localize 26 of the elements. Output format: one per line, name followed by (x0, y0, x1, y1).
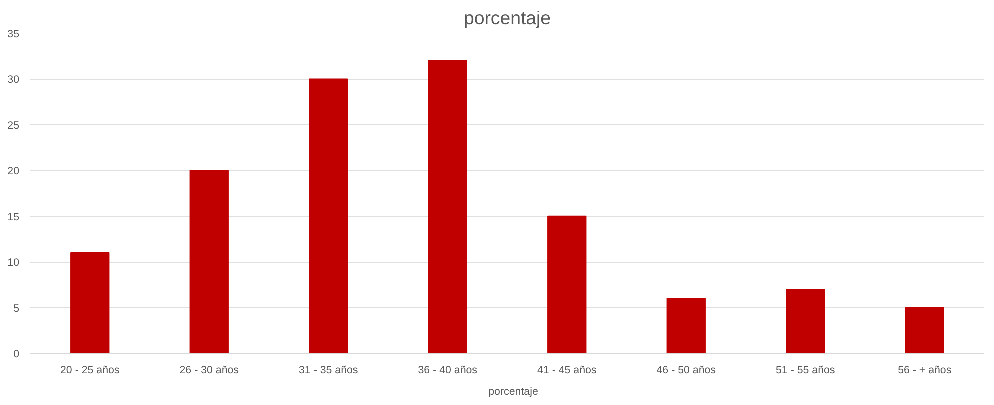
bar (548, 216, 587, 354)
bar (428, 60, 468, 354)
chart-title: porcentaje (464, 8, 552, 28)
y-tick-label: 10 (8, 257, 20, 270)
x-tick-label: 41 - 45 años (538, 364, 597, 376)
x-tick-label: 31 - 35 años (299, 364, 358, 376)
bar (70, 252, 110, 354)
text: porcentaje (488, 386, 538, 398)
bar (190, 170, 229, 354)
y-tick-label: 15 (8, 211, 20, 224)
bar (666, 298, 706, 354)
x-tick-label: 26 - 30 años (180, 364, 240, 376)
y-tick-label: 5 (14, 302, 20, 315)
bar (905, 307, 944, 354)
x-tick-label: 46 - 50 años (656, 364, 716, 376)
bar (309, 78, 348, 354)
x-tick-label: 36 - 40 años (418, 364, 478, 376)
y-tick-label: 25 (8, 120, 20, 132)
y-tick-label: 30 (8, 74, 20, 86)
x-tick-label: 51 - 55 años (776, 364, 836, 376)
y-tick-label: 0 (14, 348, 20, 360)
bar (786, 289, 826, 354)
y-tick-label: 35 (8, 28, 20, 40)
x-tick-label: 20 - 25 años (60, 364, 120, 376)
y-tick-label: 20 (8, 166, 20, 178)
x-tick-label: 56 - + años (898, 364, 952, 376)
